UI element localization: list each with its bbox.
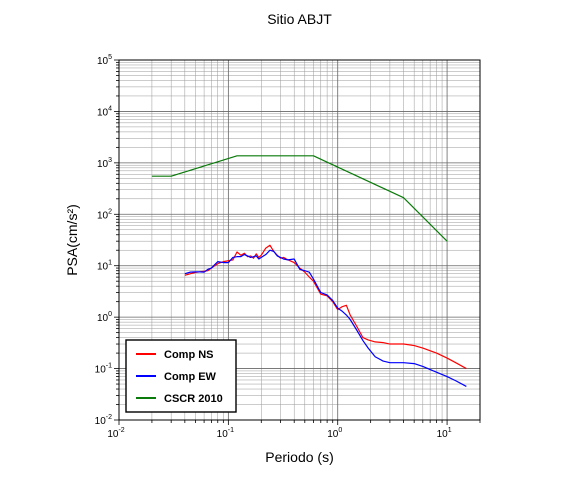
x-axis-title: Periodo (s) (265, 449, 333, 465)
series-layer (151, 155, 467, 387)
y-tick-label: 102 (97, 208, 112, 221)
y-tick-label: 10-1 (95, 363, 112, 376)
x-tick-label: 10-1 (217, 427, 234, 440)
y-tick-label: 105 (97, 54, 112, 67)
series-line-comp-ew (184, 249, 467, 387)
x-tick-label: 101 (437, 427, 452, 440)
legend-label: CSCR 2010 (164, 393, 223, 405)
legend-label: Comp NS (164, 349, 214, 361)
y-tick-label: 104 (97, 105, 112, 118)
chart-title: Sitio ABJT (267, 11, 332, 27)
y-tick-label: 103 (97, 157, 112, 170)
x-tick-label: 10-2 (107, 427, 124, 440)
y-tick-label: 10-2 (95, 414, 112, 427)
minor-grid (119, 60, 481, 420)
y-tick-label: 100 (97, 311, 112, 324)
y-axis-title: PSA(cm/s²) (64, 204, 80, 276)
plot-frame (118, 59, 481, 421)
legend-label: Comp EW (164, 371, 217, 383)
series-line-cscr-2010 (151, 155, 448, 242)
ticks-layer: 10-2 10-1 100 101 10-2 10-1 100 101 102 103 104 105 (95, 54, 481, 440)
y-tick-label: 101 (97, 260, 112, 273)
x-tick-label: 100 (327, 427, 342, 440)
legend: Comp NS Comp EW CSCR 2010 (125, 339, 237, 413)
